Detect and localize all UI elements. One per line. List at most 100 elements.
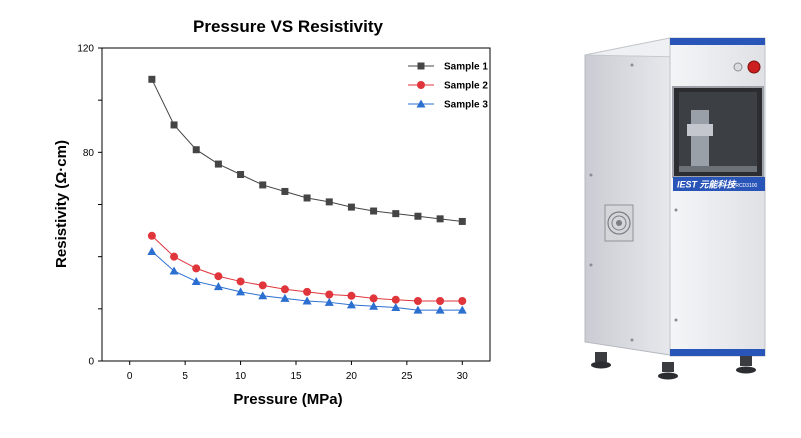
data-point [170,252,179,261]
series-2 [147,231,467,306]
x-tick-label: 20 [346,371,358,382]
blue-trim-top [670,38,765,45]
screw-icon [630,338,634,342]
legend-item-1: Sample 1 [408,62,488,73]
data-point [413,297,422,306]
data-point [435,305,445,314]
data-point [237,171,245,179]
data-point [259,181,267,189]
foot [662,362,674,372]
foot [595,352,607,362]
data-point [192,146,200,154]
data-point [458,217,466,225]
legend-label: Sample 3 [444,100,488,111]
legend-label: Sample 1 [444,62,488,73]
data-point [436,297,445,306]
data-point [391,303,401,312]
data-point [413,305,423,314]
red-emergency-button [747,60,761,74]
data-point [302,296,312,305]
data-point [258,281,267,290]
data-point [346,300,356,309]
screw-icon [589,173,593,177]
x-tick-label: 15 [290,371,302,382]
axis-ticks: 0 5 10 15 20 25 30 0 80 120 [77,44,468,383]
fan-ring-icon [611,215,627,231]
foot-pad [591,361,611,369]
data-point [324,297,334,306]
data-point [236,287,246,296]
y-tick-label: 120 [77,44,94,55]
data-point [370,207,378,215]
data-point [436,215,444,223]
instrument-photo: IEST 元能科技 PRCD3100 [584,37,766,380]
screw-icon [630,63,634,67]
series-1 [148,75,466,225]
series-layer [147,75,467,314]
data-point [303,194,311,202]
legend-marker [416,99,426,108]
data-point [325,198,333,206]
data-point [258,291,268,300]
data-point [148,75,156,83]
cabinet-side-panel [584,37,671,356]
legend-marker [417,62,425,70]
y-tick-label: 80 [83,148,95,159]
data-point [214,160,222,168]
data-point [303,287,312,296]
press-die [687,124,713,136]
x-tick-label: 0 [127,371,133,382]
legend-item-3: Sample 3 [408,99,488,111]
data-point [414,212,422,220]
legend-label: Sample 2 [444,81,488,92]
y-axis-label: Resistivity (Ω·cm) [53,140,70,268]
x-tick-label: 5 [182,371,188,382]
data-point [192,264,201,273]
data-point [457,305,467,314]
foot [740,356,752,366]
data-point [347,291,356,300]
data-point [369,294,378,303]
legend: Sample 1 Sample 2 Sample 3 [408,62,488,111]
x-tick-label: 25 [401,371,413,382]
legend-item-2: Sample 2 [408,81,488,92]
data-point [281,187,289,195]
data-point [169,266,179,275]
blue-trim-bottom [670,349,765,356]
data-point [347,203,355,211]
data-point [213,282,223,291]
foot-pad [658,372,678,380]
white-button [733,62,743,72]
data-point [369,301,379,310]
screw-icon [674,318,678,322]
chart-title: Pressure VS Resistivity [193,17,383,36]
screw-icon [589,263,593,267]
data-point [236,277,245,286]
plot-frame [101,47,491,362]
brand-label: IEST 元能科技 [677,180,738,190]
data-point [191,276,201,285]
y-tick-label: 0 [88,357,94,368]
data-point [214,272,223,281]
x-axis-label: Pressure (MPa) [233,391,342,408]
data-point [325,290,334,299]
data-point [458,297,467,306]
screw-icon [674,208,678,212]
foot-pad [736,366,756,374]
data-point [170,121,178,129]
data-point [391,295,400,304]
data-point [392,210,400,218]
press-column [691,110,709,166]
data-point [147,246,157,255]
brand-strip [673,177,765,191]
series-3 [147,246,467,314]
model-label: PRCD3100 [732,183,758,189]
cabinet-front-panel [669,37,766,357]
data-point [280,293,290,302]
fan-hub-icon [616,220,622,226]
x-tick-label: 10 [235,371,247,382]
chamber-base [679,166,757,172]
data-point [147,231,156,240]
fan-icon [607,211,631,235]
legend-marker [417,81,425,89]
